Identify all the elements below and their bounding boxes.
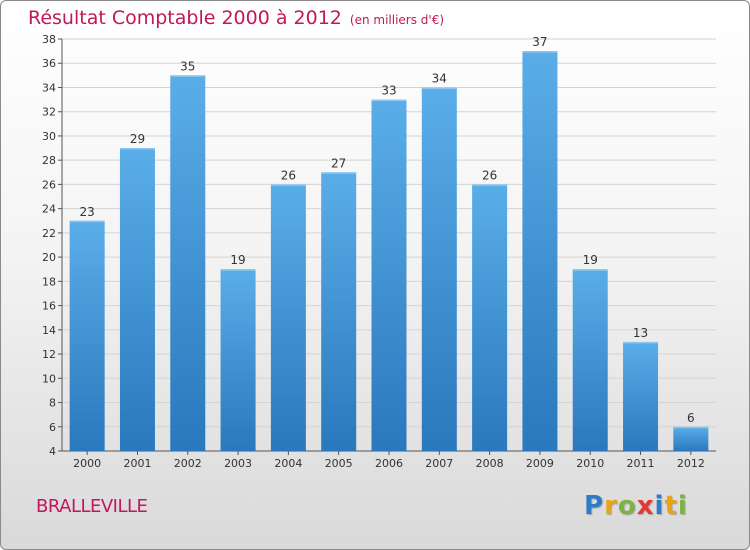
bar [119,148,155,451]
bar-value-label: 29 [130,132,145,146]
y-tick-label: 22 [42,227,56,240]
y-tick-label: 4 [49,445,56,458]
x-tick-label: 2007 [425,457,453,470]
logo-letter: i [677,491,688,521]
bar-highlight [472,184,508,186]
y-tick-label: 24 [42,203,56,216]
y-tick-label: 30 [42,130,56,143]
bar-value-label: 37 [532,35,547,49]
bar-highlight [119,148,155,150]
y-tick-label: 20 [42,251,56,264]
bar [673,426,709,451]
x-tick-label: 2012 [677,457,705,470]
bar-highlight [371,99,407,102]
bar-value-label: 19 [583,253,598,267]
labels: 4 6 8 10 12 14 16 18 20 22 24 26 28 30 32 34 36 38 23 2000 2… [42,33,705,470]
x-tick-label: 2008 [476,457,504,470]
y-tick-label: 32 [42,106,56,119]
bar-value-label: 19 [230,253,245,267]
chart-unit-label: (en milliers d'€) [349,13,445,27]
bars [69,51,709,452]
y-tick-label: 18 [42,275,56,288]
y-tick-label: 8 [49,397,56,410]
y-tick-label: 12 [42,348,56,361]
x-tick-label: 2001 [123,457,151,470]
y-tick-label: 6 [49,421,56,434]
bar-highlight [270,184,306,186]
bar-value-label: 33 [381,84,396,98]
x-tick-label: 2005 [325,457,353,470]
bar [371,99,407,452]
bar-value-label: 34 [432,71,447,85]
logo-letter: P [584,491,605,521]
y-tick-label: 36 [42,57,56,70]
bar [572,269,608,451]
logo-letter: o [617,491,637,521]
bar-value-label: 6 [687,411,695,425]
y-tick-label: 38 [42,33,56,46]
bar-highlight [673,426,709,429]
bar [270,184,306,452]
bar-highlight [170,75,206,77]
bar-highlight [321,172,357,174]
x-tick-label: 2002 [174,457,202,470]
bar-highlight [69,220,105,223]
y-tick-label: 10 [42,372,56,385]
y-tick-label: 34 [42,81,56,94]
x-tick-label: 2006 [375,457,403,470]
bar-highlight [522,51,558,53]
x-tick-label: 2003 [224,457,252,470]
y-tick-label: 28 [42,154,56,167]
proxiti-logo: Proxiti [584,491,688,521]
logo-letter: r [604,491,618,521]
bar [170,75,206,452]
x-tick-label: 2009 [526,457,554,470]
bar-highlight [623,341,659,344]
logo-letter: x [636,491,655,521]
bar [321,172,357,451]
bar-value-label: 26 [482,168,497,182]
bar [472,184,508,452]
x-tick-label: 2011 [627,457,655,470]
bar [421,87,457,452]
bar [522,51,558,451]
y-tick-label: 14 [42,324,56,337]
y-tick-label: 16 [42,300,56,313]
logo-letter: t [664,491,678,521]
x-tick-label: 2004 [274,457,302,470]
bar-value-label: 26 [281,168,296,182]
bar-value-label: 13 [633,326,648,340]
bar [623,341,659,451]
bar-value-label: 27 [331,156,346,170]
chart-title-text: Résultat Comptable 2000 à 2012 [28,7,342,29]
x-tick-label: 2000 [73,457,101,470]
bar-highlight [421,87,457,89]
bar [220,269,256,451]
commune-name: BRALLEVILLE [36,496,148,517]
bar-highlight [220,269,256,271]
y-tick-label: 26 [42,178,56,191]
bar-value-label: 23 [80,205,95,219]
bar [69,220,105,451]
bar-highlight [572,269,608,271]
chart-title: Résultat Comptable 2000 à 2012 (en millie… [28,7,444,29]
bar-value-label: 35 [180,59,195,73]
logo-letter: i [654,491,665,521]
x-tick-label: 2010 [576,457,604,470]
